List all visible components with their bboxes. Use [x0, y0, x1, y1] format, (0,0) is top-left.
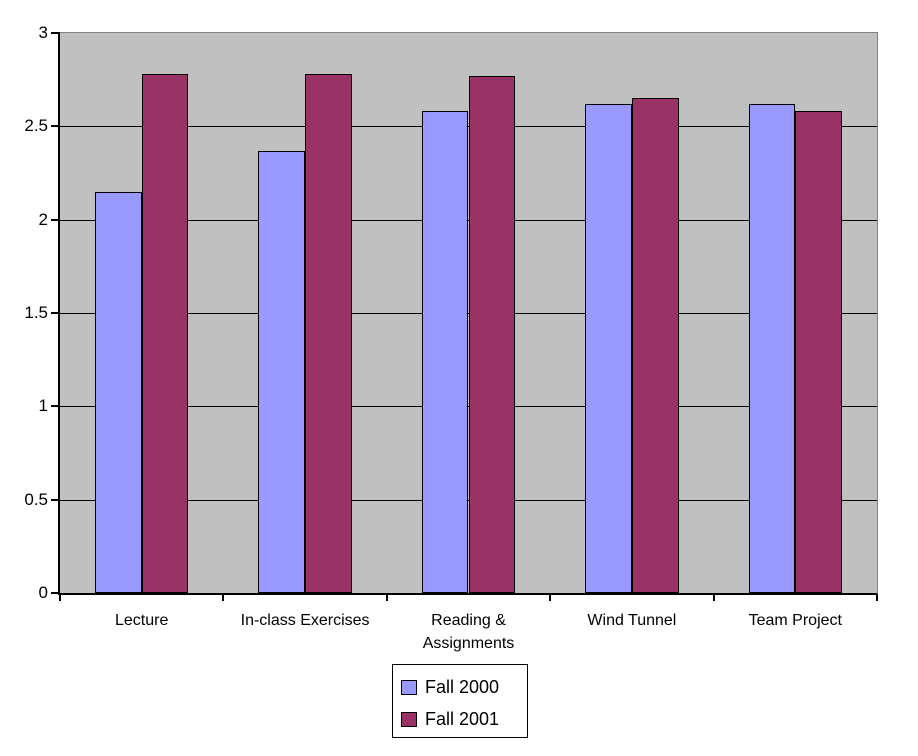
bar-fall-2001-wind-tunnel [631, 98, 679, 593]
bar-fall-2000-reading-assignments [421, 111, 469, 593]
y-axis-tick [51, 125, 60, 128]
y-axis-label: 0 [38, 583, 48, 602]
bar-fall-2001-in-class-exercises [305, 74, 352, 593]
x-axis-label-wind-tunnel: Wind Tunnel [587, 612, 677, 629]
bar-fall-2000-in-class-exercises [258, 150, 306, 593]
x-axis-tick [876, 595, 878, 601]
legend-swatch-fall-2001 [401, 711, 417, 727]
x-axis-label-team-project: Team Project [748, 612, 842, 629]
x-axis-label-in-class-exercises: In-class Exercises [240, 612, 370, 629]
y-axis-tick [51, 498, 60, 501]
y-axis-tick [51, 218, 60, 221]
y-axis-tick [51, 592, 60, 594]
y-axis-tick [51, 312, 60, 314]
legend-swatch-fall-2000 [401, 679, 417, 695]
x-axis-label-lecture: Lecture [115, 612, 169, 629]
bar-fall-2000-wind-tunnel [585, 103, 632, 593]
y-axis-label: 3 [38, 23, 48, 42]
x-axis-tick [222, 595, 225, 601]
legend: Fall 2000 Fall 2001 [392, 664, 528, 738]
bar-fall-2001-reading-assignments [468, 75, 516, 593]
bar-fall-2001-team-project [795, 111, 842, 593]
x-axis-tick [712, 595, 715, 601]
y-axis-label: 1.5 [24, 303, 48, 322]
y-axis-label: 2.5 [24, 116, 48, 136]
bar-fall-2000-team-project [748, 103, 796, 593]
bar-fall-2001-lecture [141, 74, 189, 593]
bar-fall-2000-lecture [95, 191, 142, 593]
y-axis-tick [51, 405, 60, 408]
x-axis-tick [385, 595, 388, 601]
legend-entry-fall-2000: Fall 2000 [401, 675, 499, 699]
x-axis-label-reading-assignments: Reading & Assignments [422, 612, 515, 652]
legend-label: Fall 2001 [425, 708, 500, 729]
y-axis-label: 1 [38, 396, 48, 416]
legend-label: Fall 2000 [425, 676, 500, 697]
y-axis-tick [51, 32, 60, 34]
x-axis-tick [549, 595, 552, 601]
x-axis-tick [59, 595, 61, 601]
y-axis-label: 2 [38, 209, 48, 229]
y-axis-label: 0.5 [24, 489, 48, 509]
legend-entry-fall-2001: Fall 2001 [401, 707, 499, 731]
